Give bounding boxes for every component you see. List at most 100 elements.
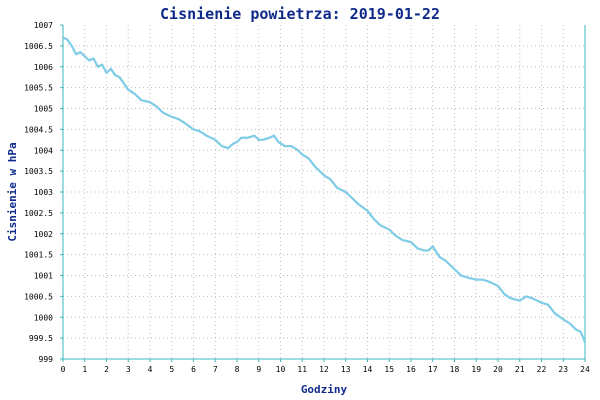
data-point xyxy=(453,268,456,270)
data-point xyxy=(79,51,81,53)
data-point xyxy=(358,203,360,206)
x-tick-label: 9 xyxy=(256,365,261,374)
x-tick-label: 16 xyxy=(406,365,416,374)
y-tick-label: 1001.5 xyxy=(24,251,53,260)
data-point xyxy=(497,285,499,287)
data-point xyxy=(101,64,103,66)
data-point xyxy=(410,241,412,243)
x-tick-label: 15 xyxy=(384,365,394,374)
data-point xyxy=(177,118,179,120)
data-point xyxy=(395,235,397,237)
data-point xyxy=(71,45,73,47)
data-point xyxy=(253,135,255,137)
data-point xyxy=(199,130,201,133)
data-point xyxy=(214,139,216,141)
data-point xyxy=(75,53,77,55)
y-tick-label: 999 xyxy=(39,355,54,364)
y-tick-label: 1005 xyxy=(34,105,53,114)
data-point xyxy=(171,116,173,118)
data-point xyxy=(247,137,249,139)
y-tick-label: 1003.5 xyxy=(24,167,53,176)
x-tick-label: 24 xyxy=(580,365,590,374)
data-point xyxy=(105,72,108,74)
x-tick-label: 12 xyxy=(319,365,329,374)
y-tick-label: 1004.5 xyxy=(24,125,53,134)
data-point xyxy=(532,297,534,300)
y-tick-label: 1005.5 xyxy=(24,84,53,93)
data-point xyxy=(314,166,316,168)
data-point xyxy=(323,174,325,176)
data-point xyxy=(84,55,86,57)
data-point xyxy=(525,295,527,297)
x-tick-label: 23 xyxy=(558,365,568,374)
x-tick-label: 0 xyxy=(61,365,66,374)
data-point xyxy=(373,218,375,220)
data-point xyxy=(221,145,223,147)
x-tick-label: 20 xyxy=(493,365,503,374)
data-point xyxy=(162,112,164,114)
data-point xyxy=(123,82,125,85)
data-point xyxy=(553,312,556,314)
data-point xyxy=(366,210,369,212)
y-tick-label: 1006 xyxy=(34,63,53,72)
data-point xyxy=(575,329,577,331)
data-point xyxy=(379,224,382,226)
data-point xyxy=(519,299,521,302)
y-tick-label: 1003 xyxy=(34,188,53,197)
data-point xyxy=(66,39,68,41)
data-point xyxy=(569,322,571,325)
data-point xyxy=(290,145,292,147)
data-point xyxy=(114,74,116,76)
x-tick-label: 1 xyxy=(82,365,87,374)
data-point xyxy=(284,145,286,147)
x-tick-label: 7 xyxy=(213,365,218,374)
y-tick-label: 1007 xyxy=(34,21,53,30)
x-tick-label: 22 xyxy=(537,365,547,374)
data-point xyxy=(345,191,347,193)
y-tick-label: 1001 xyxy=(34,272,53,281)
data-point xyxy=(584,341,586,343)
series-layer xyxy=(61,36,587,344)
data-point xyxy=(184,122,186,124)
data-point xyxy=(475,279,477,281)
data-point xyxy=(262,139,264,141)
y-tick-label: 1004 xyxy=(34,146,53,155)
y-tick-label: 1002.5 xyxy=(24,209,53,218)
data-point xyxy=(580,331,582,333)
data-point xyxy=(466,276,469,279)
data-point xyxy=(127,89,129,91)
y-tick-label: 999.5 xyxy=(29,334,53,343)
data-point xyxy=(432,245,434,247)
x-tick-label: 13 xyxy=(341,365,351,374)
data-point xyxy=(236,141,238,143)
data-point xyxy=(140,99,142,101)
data-point xyxy=(423,249,425,252)
data-point xyxy=(547,304,549,306)
data-point xyxy=(445,260,447,262)
data-point xyxy=(240,137,242,139)
axes xyxy=(60,24,586,362)
data-point xyxy=(62,36,64,39)
x-tick-label: 18 xyxy=(450,365,460,374)
x-tick-label: 19 xyxy=(471,365,481,374)
data-point xyxy=(205,135,208,137)
x-tick-label: 14 xyxy=(363,365,373,374)
x-axis-label: Godziny xyxy=(301,383,348,396)
data-point xyxy=(540,302,543,304)
data-point xyxy=(118,76,121,78)
data-point xyxy=(155,105,158,108)
data-point xyxy=(92,57,95,60)
data-point xyxy=(134,93,136,95)
x-tick-label: 5 xyxy=(169,365,174,374)
data-point xyxy=(277,141,279,143)
data-point xyxy=(482,279,484,281)
data-point xyxy=(503,293,506,295)
data-point xyxy=(97,66,99,68)
y-tick-label: 1002 xyxy=(34,230,53,239)
data-point xyxy=(232,143,234,145)
tick-labels: 0 1 2 3 4 5 6 7 8 9 10 11 12 13 14 15 16 17 18 19 20 21 22 23 24… xyxy=(24,21,590,374)
data-point xyxy=(301,153,303,156)
x-tick-label: 10 xyxy=(276,365,286,374)
